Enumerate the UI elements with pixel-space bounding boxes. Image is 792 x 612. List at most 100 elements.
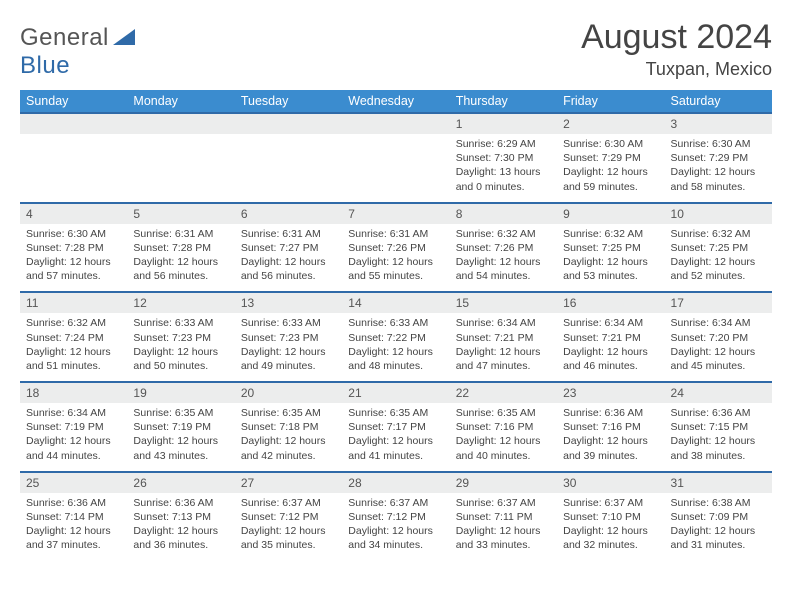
daynum-row: 18192021222324	[20, 382, 772, 403]
daynum-cell: 21	[342, 382, 449, 403]
info-cell: Sunrise: 6:31 AMSunset: 7:26 PMDaylight:…	[342, 224, 449, 293]
sunrise-text: Sunrise: 6:38 AM	[671, 496, 766, 510]
sunset-text: Sunset: 7:13 PM	[133, 510, 228, 524]
info-cell: Sunrise: 6:34 AMSunset: 7:21 PMDaylight:…	[450, 313, 557, 382]
daynum-cell: 13	[235, 292, 342, 313]
sunset-text: Sunset: 7:28 PM	[133, 241, 228, 255]
location-title: Tuxpan, Mexico	[581, 59, 772, 80]
daylight-text: Daylight: 12 hours and 59 minutes.	[563, 165, 658, 193]
dow-row: SundayMondayTuesdayWednesdayThursdayFrid…	[20, 90, 772, 113]
sunset-text: Sunset: 7:17 PM	[348, 420, 443, 434]
info-cell: Sunrise: 6:32 AMSunset: 7:24 PMDaylight:…	[20, 313, 127, 382]
info-cell: Sunrise: 6:32 AMSunset: 7:25 PMDaylight:…	[557, 224, 664, 293]
info-cell: Sunrise: 6:31 AMSunset: 7:27 PMDaylight:…	[235, 224, 342, 293]
daylight-text: Daylight: 12 hours and 52 minutes.	[671, 255, 766, 283]
sunset-text: Sunset: 7:10 PM	[563, 510, 658, 524]
header: General Blue August 2024 Tuxpan, Mexico	[20, 18, 772, 80]
sunset-text: Sunset: 7:15 PM	[671, 420, 766, 434]
sunrise-text: Sunrise: 6:37 AM	[241, 496, 336, 510]
daynum-cell: 16	[557, 292, 664, 313]
sunrise-text: Sunrise: 6:35 AM	[241, 406, 336, 420]
sunrise-text: Sunrise: 6:35 AM	[456, 406, 551, 420]
sunrise-text: Sunrise: 6:30 AM	[563, 137, 658, 151]
sunset-text: Sunset: 7:24 PM	[26, 331, 121, 345]
sunrise-text: Sunrise: 6:34 AM	[671, 316, 766, 330]
sunset-text: Sunset: 7:22 PM	[348, 331, 443, 345]
daynum-cell: 15	[450, 292, 557, 313]
daynum-cell: 12	[127, 292, 234, 313]
sunrise-text: Sunrise: 6:32 AM	[456, 227, 551, 241]
sunrise-text: Sunrise: 6:36 AM	[671, 406, 766, 420]
daylight-text: Daylight: 12 hours and 55 minutes.	[348, 255, 443, 283]
daylight-text: Daylight: 12 hours and 36 minutes.	[133, 524, 228, 552]
sunrise-text: Sunrise: 6:31 AM	[241, 227, 336, 241]
sunset-text: Sunset: 7:29 PM	[671, 151, 766, 165]
info-cell: Sunrise: 6:34 AMSunset: 7:20 PMDaylight:…	[665, 313, 772, 382]
info-row: Sunrise: 6:29 AMSunset: 7:30 PMDaylight:…	[20, 134, 772, 203]
sunset-text: Sunset: 7:26 PM	[348, 241, 443, 255]
sunrise-text: Sunrise: 6:33 AM	[241, 316, 336, 330]
info-cell: Sunrise: 6:36 AMSunset: 7:13 PMDaylight:…	[127, 493, 234, 561]
daylight-text: Daylight: 12 hours and 39 minutes.	[563, 434, 658, 462]
info-cell: Sunrise: 6:38 AMSunset: 7:09 PMDaylight:…	[665, 493, 772, 561]
daylight-text: Daylight: 12 hours and 33 minutes.	[456, 524, 551, 552]
sunset-text: Sunset: 7:21 PM	[456, 331, 551, 345]
daynum-cell	[235, 113, 342, 134]
dow-cell: Monday	[127, 90, 234, 113]
sunrise-text: Sunrise: 6:36 AM	[26, 496, 121, 510]
info-cell: Sunrise: 6:33 AMSunset: 7:23 PMDaylight:…	[235, 313, 342, 382]
daylight-text: Daylight: 12 hours and 46 minutes.	[563, 345, 658, 373]
info-cell: Sunrise: 6:33 AMSunset: 7:22 PMDaylight:…	[342, 313, 449, 382]
info-cell: Sunrise: 6:32 AMSunset: 7:25 PMDaylight:…	[665, 224, 772, 293]
sunrise-text: Sunrise: 6:36 AM	[133, 496, 228, 510]
daynum-cell	[342, 113, 449, 134]
info-cell	[20, 134, 127, 203]
info-cell: Sunrise: 6:35 AMSunset: 7:18 PMDaylight:…	[235, 403, 342, 472]
dow-cell: Thursday	[450, 90, 557, 113]
info-cell: Sunrise: 6:30 AMSunset: 7:28 PMDaylight:…	[20, 224, 127, 293]
sunset-text: Sunset: 7:23 PM	[241, 331, 336, 345]
daynum-cell: 6	[235, 203, 342, 224]
info-cell: Sunrise: 6:35 AMSunset: 7:17 PMDaylight:…	[342, 403, 449, 472]
info-cell: Sunrise: 6:37 AMSunset: 7:12 PMDaylight:…	[342, 493, 449, 561]
info-row: Sunrise: 6:36 AMSunset: 7:14 PMDaylight:…	[20, 493, 772, 561]
daylight-text: Daylight: 12 hours and 40 minutes.	[456, 434, 551, 462]
sunrise-text: Sunrise: 6:30 AM	[671, 137, 766, 151]
daynum-cell: 8	[450, 203, 557, 224]
daynum-cell: 22	[450, 382, 557, 403]
sunset-text: Sunset: 7:16 PM	[456, 420, 551, 434]
info-cell: Sunrise: 6:37 AMSunset: 7:11 PMDaylight:…	[450, 493, 557, 561]
daylight-text: Daylight: 12 hours and 42 minutes.	[241, 434, 336, 462]
info-cell	[127, 134, 234, 203]
daynum-row: 11121314151617	[20, 292, 772, 313]
daylight-text: Daylight: 12 hours and 49 minutes.	[241, 345, 336, 373]
daynum-cell: 9	[557, 203, 664, 224]
daylight-text: Daylight: 12 hours and 37 minutes.	[26, 524, 121, 552]
sunset-text: Sunset: 7:11 PM	[456, 510, 551, 524]
brand-word2: Blue	[20, 52, 70, 79]
daynum-cell: 31	[665, 472, 772, 493]
daylight-text: Daylight: 12 hours and 50 minutes.	[133, 345, 228, 373]
sunrise-text: Sunrise: 6:35 AM	[133, 406, 228, 420]
sunset-text: Sunset: 7:19 PM	[26, 420, 121, 434]
sunrise-text: Sunrise: 6:32 AM	[26, 316, 121, 330]
calendar-body: SundayMondayTuesdayWednesdayThursdayFrid…	[20, 90, 772, 560]
brand-logo: General Blue	[20, 18, 135, 80]
daylight-text: Daylight: 12 hours and 32 minutes.	[563, 524, 658, 552]
sunrise-text: Sunrise: 6:33 AM	[348, 316, 443, 330]
sunrise-text: Sunrise: 6:32 AM	[563, 227, 658, 241]
daynum-cell: 19	[127, 382, 234, 403]
sunset-text: Sunset: 7:28 PM	[26, 241, 121, 255]
daynum-cell: 11	[20, 292, 127, 313]
daylight-text: Daylight: 12 hours and 47 minutes.	[456, 345, 551, 373]
info-cell	[235, 134, 342, 203]
title-block: August 2024 Tuxpan, Mexico	[581, 18, 772, 80]
sunset-text: Sunset: 7:26 PM	[456, 241, 551, 255]
daynum-cell: 28	[342, 472, 449, 493]
brand-triangle-icon	[113, 29, 135, 45]
info-cell: Sunrise: 6:30 AMSunset: 7:29 PMDaylight:…	[665, 134, 772, 203]
daylight-text: Daylight: 12 hours and 43 minutes.	[133, 434, 228, 462]
sunset-text: Sunset: 7:16 PM	[563, 420, 658, 434]
info-cell: Sunrise: 6:37 AMSunset: 7:10 PMDaylight:…	[557, 493, 664, 561]
daylight-text: Daylight: 12 hours and 54 minutes.	[456, 255, 551, 283]
